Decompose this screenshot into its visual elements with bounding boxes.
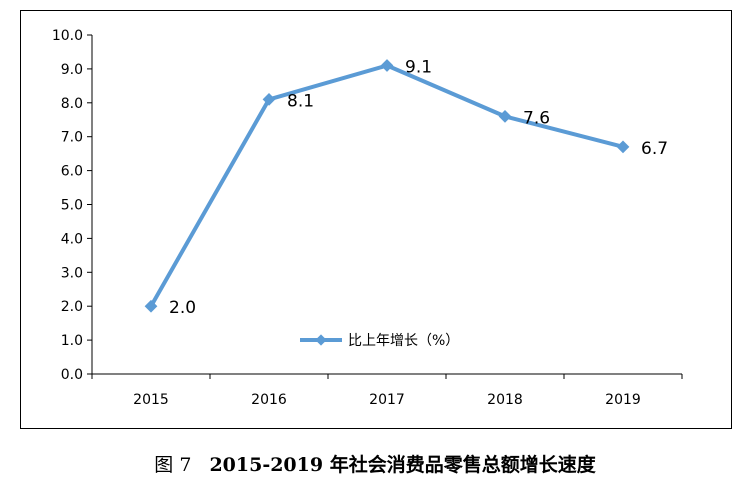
data-point-marker <box>144 299 158 313</box>
y-tick-label: 8.0 <box>61 96 83 112</box>
chart-frame: 0.0 1.0 2.0 3.0 4.0 5.0 6.0 7.0 8.0 9.0 10.0 2015 2… <box>20 10 732 429</box>
y-tick-label: 2.0 <box>61 299 83 315</box>
data-label: 6.7 <box>641 139 668 159</box>
x-tick-label: 2019 <box>605 392 641 408</box>
figure-caption: 图 7 2015-2019 年社会消费品零售总额增长速度 <box>0 450 750 477</box>
x-tick-label: 2017 <box>369 392 405 408</box>
x-tick-label: 2016 <box>251 392 287 408</box>
legend-entry-label: 比上年增长（%） <box>348 333 459 349</box>
y-tick-label: 9.0 <box>61 62 83 78</box>
y-tick-label: 4.0 <box>61 231 83 247</box>
series-group <box>144 59 630 313</box>
y-tick-label: 1.0 <box>61 333 83 349</box>
chart-border <box>20 10 732 429</box>
data-label: 7.6 <box>523 108 550 128</box>
data-labels: 2.0 8.1 9.1 7.6 6.7 <box>169 58 668 319</box>
data-label: 8.1 <box>287 91 314 111</box>
data-label: 9.1 <box>405 58 432 78</box>
data-point-marker <box>262 93 276 106</box>
y-tick-label: 5.0 <box>61 198 83 214</box>
y-axis: 0.0 1.0 2.0 3.0 4.0 5.0 6.0 7.0 8.0 9.0 10.0 <box>52 28 93 383</box>
data-label: 2.0 <box>169 298 196 318</box>
data-point-marker <box>380 59 394 72</box>
x-tick-label: 2015 <box>133 392 169 408</box>
line-chart: 0.01.02.03.04.05.06.07.08.09.010.0 2015 2… <box>20 10 732 429</box>
y-tick-label: 10.0 <box>52 28 83 44</box>
data-point-marker <box>498 109 512 123</box>
y-tick-label: 6.0 <box>61 164 83 180</box>
y-tick-label: 7.0 <box>61 130 83 146</box>
figure-title: 2015-2019 年社会消费品零售总额增长速度 <box>209 454 596 476</box>
y-tick-label: 0.0 <box>61 367 83 383</box>
y-tick-label: 3.0 <box>61 265 83 281</box>
x-tick-label: 2018 <box>487 392 523 408</box>
figure-number: 图 7 <box>154 454 192 476</box>
x-axis: 2015 2016 2017 2018 2019 <box>91 373 683 408</box>
